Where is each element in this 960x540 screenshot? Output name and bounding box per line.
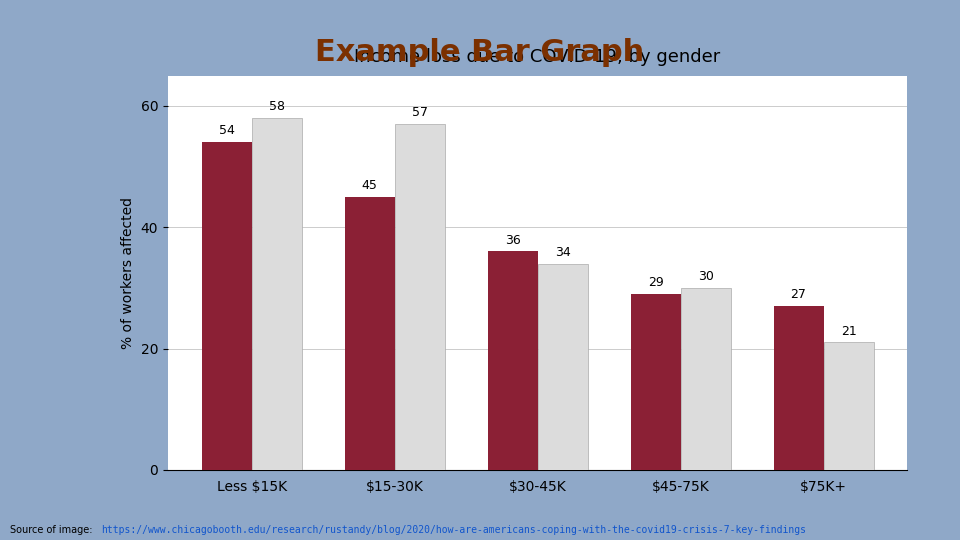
Bar (774, 306, 824, 470)
Text: 27: 27 (791, 288, 806, 301)
Text: 45: 45 (362, 179, 377, 192)
Bar (631, 294, 681, 470)
Bar (202, 143, 252, 470)
Y-axis label: % of workers affected: % of workers affected (121, 197, 135, 349)
Bar (538, 264, 588, 470)
Bar (395, 124, 444, 470)
Text: 54: 54 (219, 124, 234, 138)
Bar (488, 252, 538, 470)
Bar (681, 288, 731, 470)
Title: Income loss due to COVID-19, by gender: Income loss due to COVID-19, by gender (354, 48, 721, 66)
Bar (345, 197, 395, 470)
Text: Source of image:: Source of image: (10, 524, 95, 535)
Text: 29: 29 (648, 276, 663, 289)
Text: 58: 58 (269, 100, 285, 113)
Text: 57: 57 (412, 106, 427, 119)
Text: 21: 21 (841, 325, 856, 338)
Text: 36: 36 (505, 234, 520, 247)
Text: https://www.chicagobooth.edu/research/rustandy/blog/2020/how-are-americans-copin: https://www.chicagobooth.edu/research/ru… (101, 524, 805, 535)
Text: Example Bar Graph: Example Bar Graph (316, 38, 644, 67)
Bar (824, 342, 874, 470)
Bar (252, 118, 301, 470)
Text: 30: 30 (698, 270, 713, 283)
Text: 34: 34 (555, 246, 570, 259)
